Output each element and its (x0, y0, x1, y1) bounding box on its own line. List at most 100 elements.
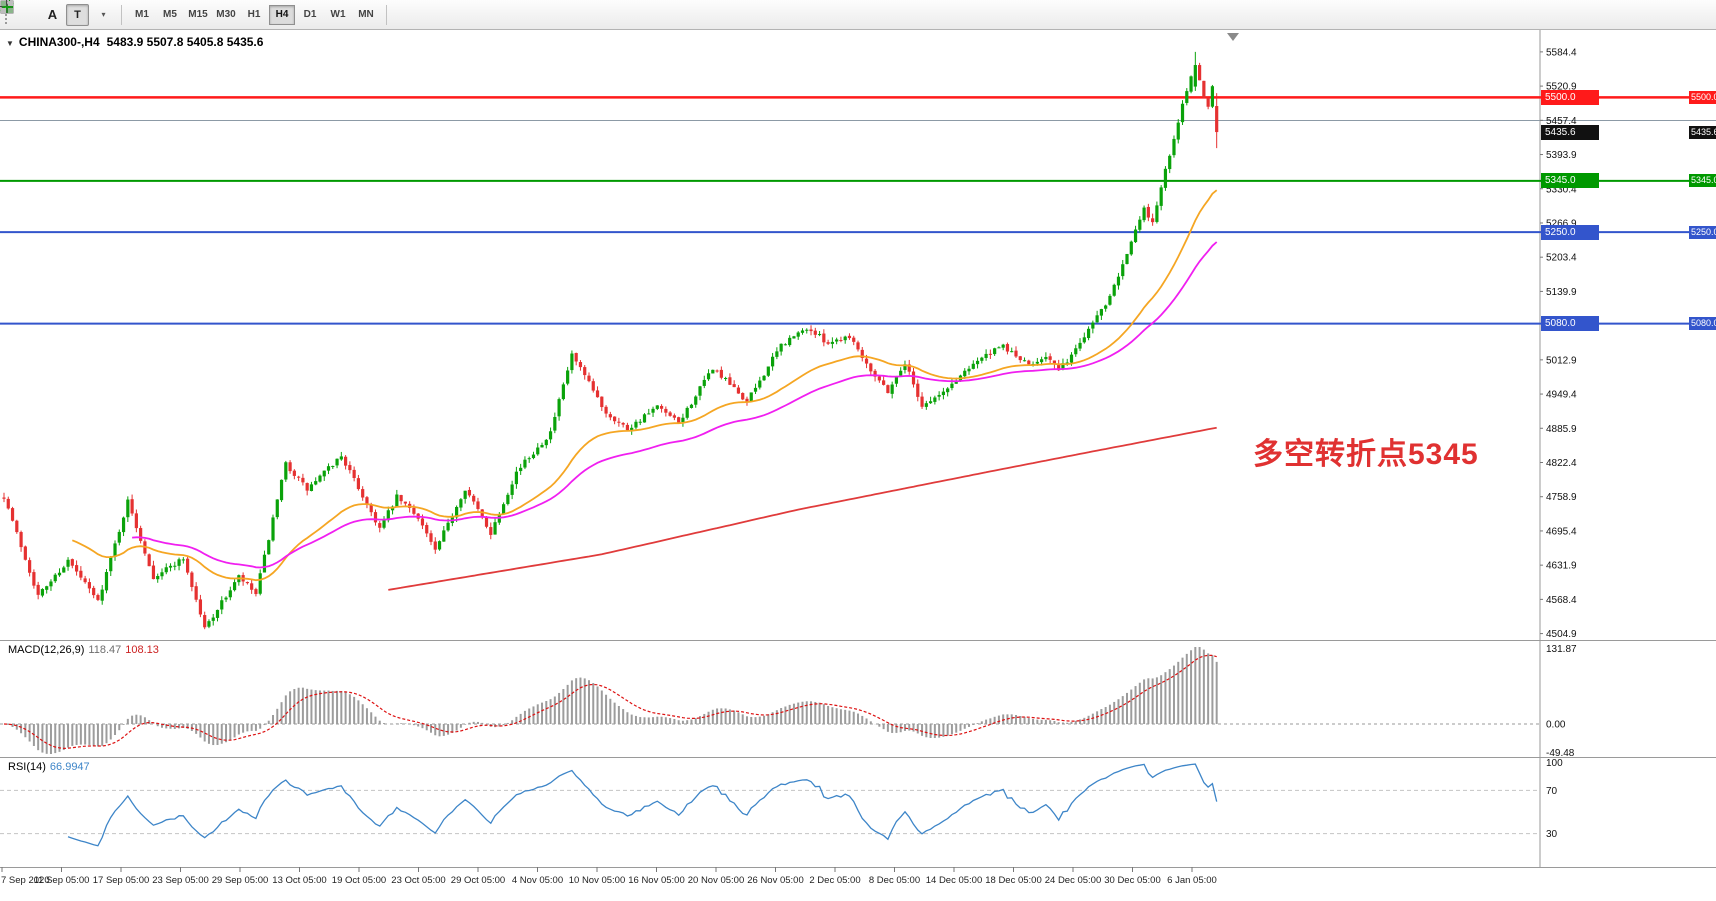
chart-window-button[interactable] (0, 0, 39, 26)
chart-title: ▼ CHINA300-,H4 5483.9 5507.8 5405.8 5435.6 (6, 35, 263, 49)
svg-text:4631.9: 4631.9 (1546, 561, 1577, 572)
svg-text:5012.9: 5012.9 (1546, 355, 1577, 366)
rsi-label: RSI(14) 66.9947 (8, 761, 90, 773)
svg-text:100: 100 (1546, 758, 1563, 769)
templates-button[interactable] (1, 1, 517, 26)
timeframe-button-m15[interactable]: M15 (188, 9, 208, 20)
svg-text:5203.4: 5203.4 (1546, 253, 1577, 264)
edge-price-badge: 5500.0 (1689, 90, 1716, 104)
svg-text:-49.48: -49.48 (1546, 748, 1575, 759)
svg-text:8 Dec 05:00: 8 Dec 05:00 (869, 875, 920, 886)
svg-text:4568.4: 4568.4 (1546, 595, 1577, 606)
moving-averages (71, 189, 1218, 591)
svg-text:14 Dec 05:00: 14 Dec 05:00 (926, 875, 983, 886)
price-axis[interactable]: 5584.4 5520.9 5457.4 5393.9 5330.4 5266.9 5203… (1540, 47, 1577, 640)
svg-text:20 Nov 05:00: 20 Nov 05:00 (688, 875, 745, 886)
text-t-icon: T (74, 8, 81, 21)
ohlc-values: 5483.9 5507.8 5405.8 5435.6 (106, 35, 264, 49)
macd-name: MACD(12,26,9) (8, 644, 85, 656)
macd-label: MACD(12,26,9) 118.47 108.13 (8, 644, 159, 656)
crosshair-tool-button[interactable]: ▾ (0, 0, 114, 26)
svg-text:16 Nov 05:00: 16 Nov 05:00 (628, 875, 685, 886)
edge-price-badge: 5435.6 (1689, 125, 1716, 139)
svg-text:5584.4: 5584.4 (1546, 47, 1577, 58)
svg-text:2 Dec 05:00: 2 Dec 05:00 (809, 875, 860, 886)
price-axis-badge: 5345.0 (1541, 173, 1599, 189)
price-axis-badge: 5080.0 (1541, 316, 1599, 332)
svg-text:17 Sep 05:00: 17 Sep 05:00 (93, 875, 150, 886)
timeframe-button-m5[interactable]: M5 (163, 9, 177, 20)
svg-text:5139.9: 5139.9 (1546, 287, 1577, 298)
timeframe-group: M1 M5 M15 M30 H1 H4 D1 W1 MN (128, 4, 380, 25)
svg-text:5520.9: 5520.9 (1546, 82, 1577, 93)
svg-text:70: 70 (1546, 786, 1558, 797)
horizontal-lines[interactable] (0, 96, 1716, 325)
shift-marker[interactable] (1227, 33, 1239, 41)
timeframe-button-w1[interactable]: W1 (330, 9, 346, 20)
svg-text:5393.9: 5393.9 (1546, 150, 1577, 161)
svg-text:19 Oct 05:00: 19 Oct 05:00 (332, 875, 386, 886)
svg-text:7 Sep 2020: 7 Sep 2020 (1, 875, 50, 886)
svg-text:30 Dec 05:00: 30 Dec 05:00 (1104, 875, 1161, 886)
panel-separators[interactable] (0, 30, 1716, 868)
rsi-value: 66.9947 (49, 761, 90, 773)
timeframe-button-m30[interactable]: M30 (216, 9, 236, 20)
dropdown-caret-icon: ▾ (101, 10, 106, 19)
svg-text:4758.9: 4758.9 (1546, 492, 1577, 503)
svg-text:6 Jan 05:00: 6 Jan 05:00 (1167, 875, 1217, 886)
svg-text:5457.4: 5457.4 (1546, 116, 1577, 127)
svg-text:18 Dec 05:00: 18 Dec 05:00 (985, 875, 1042, 886)
toolbar-grip[interactable] (5, 5, 11, 24)
svg-text:4885.9: 4885.9 (1546, 424, 1577, 435)
text-label-tool-button[interactable]: T (66, 3, 89, 26)
svg-text:5266.9: 5266.9 (1546, 218, 1577, 229)
svg-text:131.87: 131.87 (1546, 644, 1577, 655)
chart-window[interactable]: 5584.4 5520.9 5457.4 5393.9 5330.4 5266.9 5203… (0, 30, 1716, 901)
svg-text:24 Dec 05:00: 24 Dec 05:00 (1045, 875, 1102, 886)
timeframe-button-d1[interactable]: D1 (303, 9, 317, 20)
svg-text:4822.4: 4822.4 (1546, 458, 1577, 469)
svg-text:29 Sep 05:00: 29 Sep 05:00 (212, 875, 269, 886)
chart-line-button[interactable] (0, 2, 492, 26)
svg-text:11 Sep 05:00: 11 Sep 05:00 (34, 875, 90, 886)
toolbar: A T ▾ M1 M5 M15 M30 H1 H4 D1 W1 MN (0, 0, 1716, 30)
timeframe-button-h4[interactable]: H4 (269, 4, 295, 25)
chart-canvas[interactable]: 5584.4 5520.9 5457.4 5393.9 5330.4 5266.9 5203… (0, 30, 1716, 901)
timeframe-button-m1[interactable]: M1 (135, 9, 149, 20)
price-axis-badge: 5435.6 (1541, 124, 1599, 140)
rsi-name: RSI(14) (8, 761, 46, 773)
svg-text:26 Nov 05:00: 26 Nov 05:00 (747, 875, 804, 886)
toolbar-separator (386, 4, 387, 25)
svg-text:4949.4: 4949.4 (1546, 390, 1577, 401)
edge-price-badge: 5250.0 (1689, 225, 1716, 239)
text-tool-button[interactable]: A (41, 4, 64, 26)
price-annotation: 多空转折点5345 (1253, 438, 1479, 471)
text-a-icon: A (47, 7, 58, 22)
macd-signal-value: 108.13 (125, 644, 159, 656)
symbol-dropdown-icon[interactable]: ▼ (6, 39, 14, 48)
chart-bars-button[interactable] (2, 1, 467, 26)
svg-text:23 Sep 05:00: 23 Sep 05:00 (152, 875, 209, 886)
edge-price-badge: 5080.0 (1689, 317, 1716, 331)
indicators-button[interactable] (1, 2, 442, 26)
toolbar-separator (121, 4, 122, 25)
new-order-button[interactable] (2, 0, 417, 26)
svg-text:10 Nov 05:00: 10 Nov 05:00 (569, 875, 626, 886)
svg-text:13 Oct 05:00: 13 Oct 05:00 (272, 875, 326, 886)
svg-text:4695.4: 4695.4 (1546, 526, 1577, 537)
svg-text:23 Oct 05:00: 23 Oct 05:00 (391, 875, 445, 886)
timeframe-button-mn[interactable]: MN (358, 9, 374, 20)
macd-main-value: 118.47 (88, 644, 122, 656)
symbol-label: CHINA300-,H4 (18, 35, 100, 49)
svg-text:29 Oct 05:00: 29 Oct 05:00 (451, 875, 505, 886)
price-axis-badge: 5250.0 (1541, 224, 1599, 240)
timeframe-button-h1[interactable]: H1 (247, 9, 261, 20)
svg-text:0.00: 0.00 (1546, 719, 1566, 730)
price-axis-badge: 5500.0 (1541, 89, 1599, 105)
svg-text:4504.9: 4504.9 (1546, 629, 1577, 640)
svg-text:4 Nov 05:00: 4 Nov 05:00 (512, 875, 563, 886)
svg-text:5330.4: 5330.4 (1546, 184, 1577, 195)
rsi-panel: 100 70 30 (0, 758, 1563, 847)
